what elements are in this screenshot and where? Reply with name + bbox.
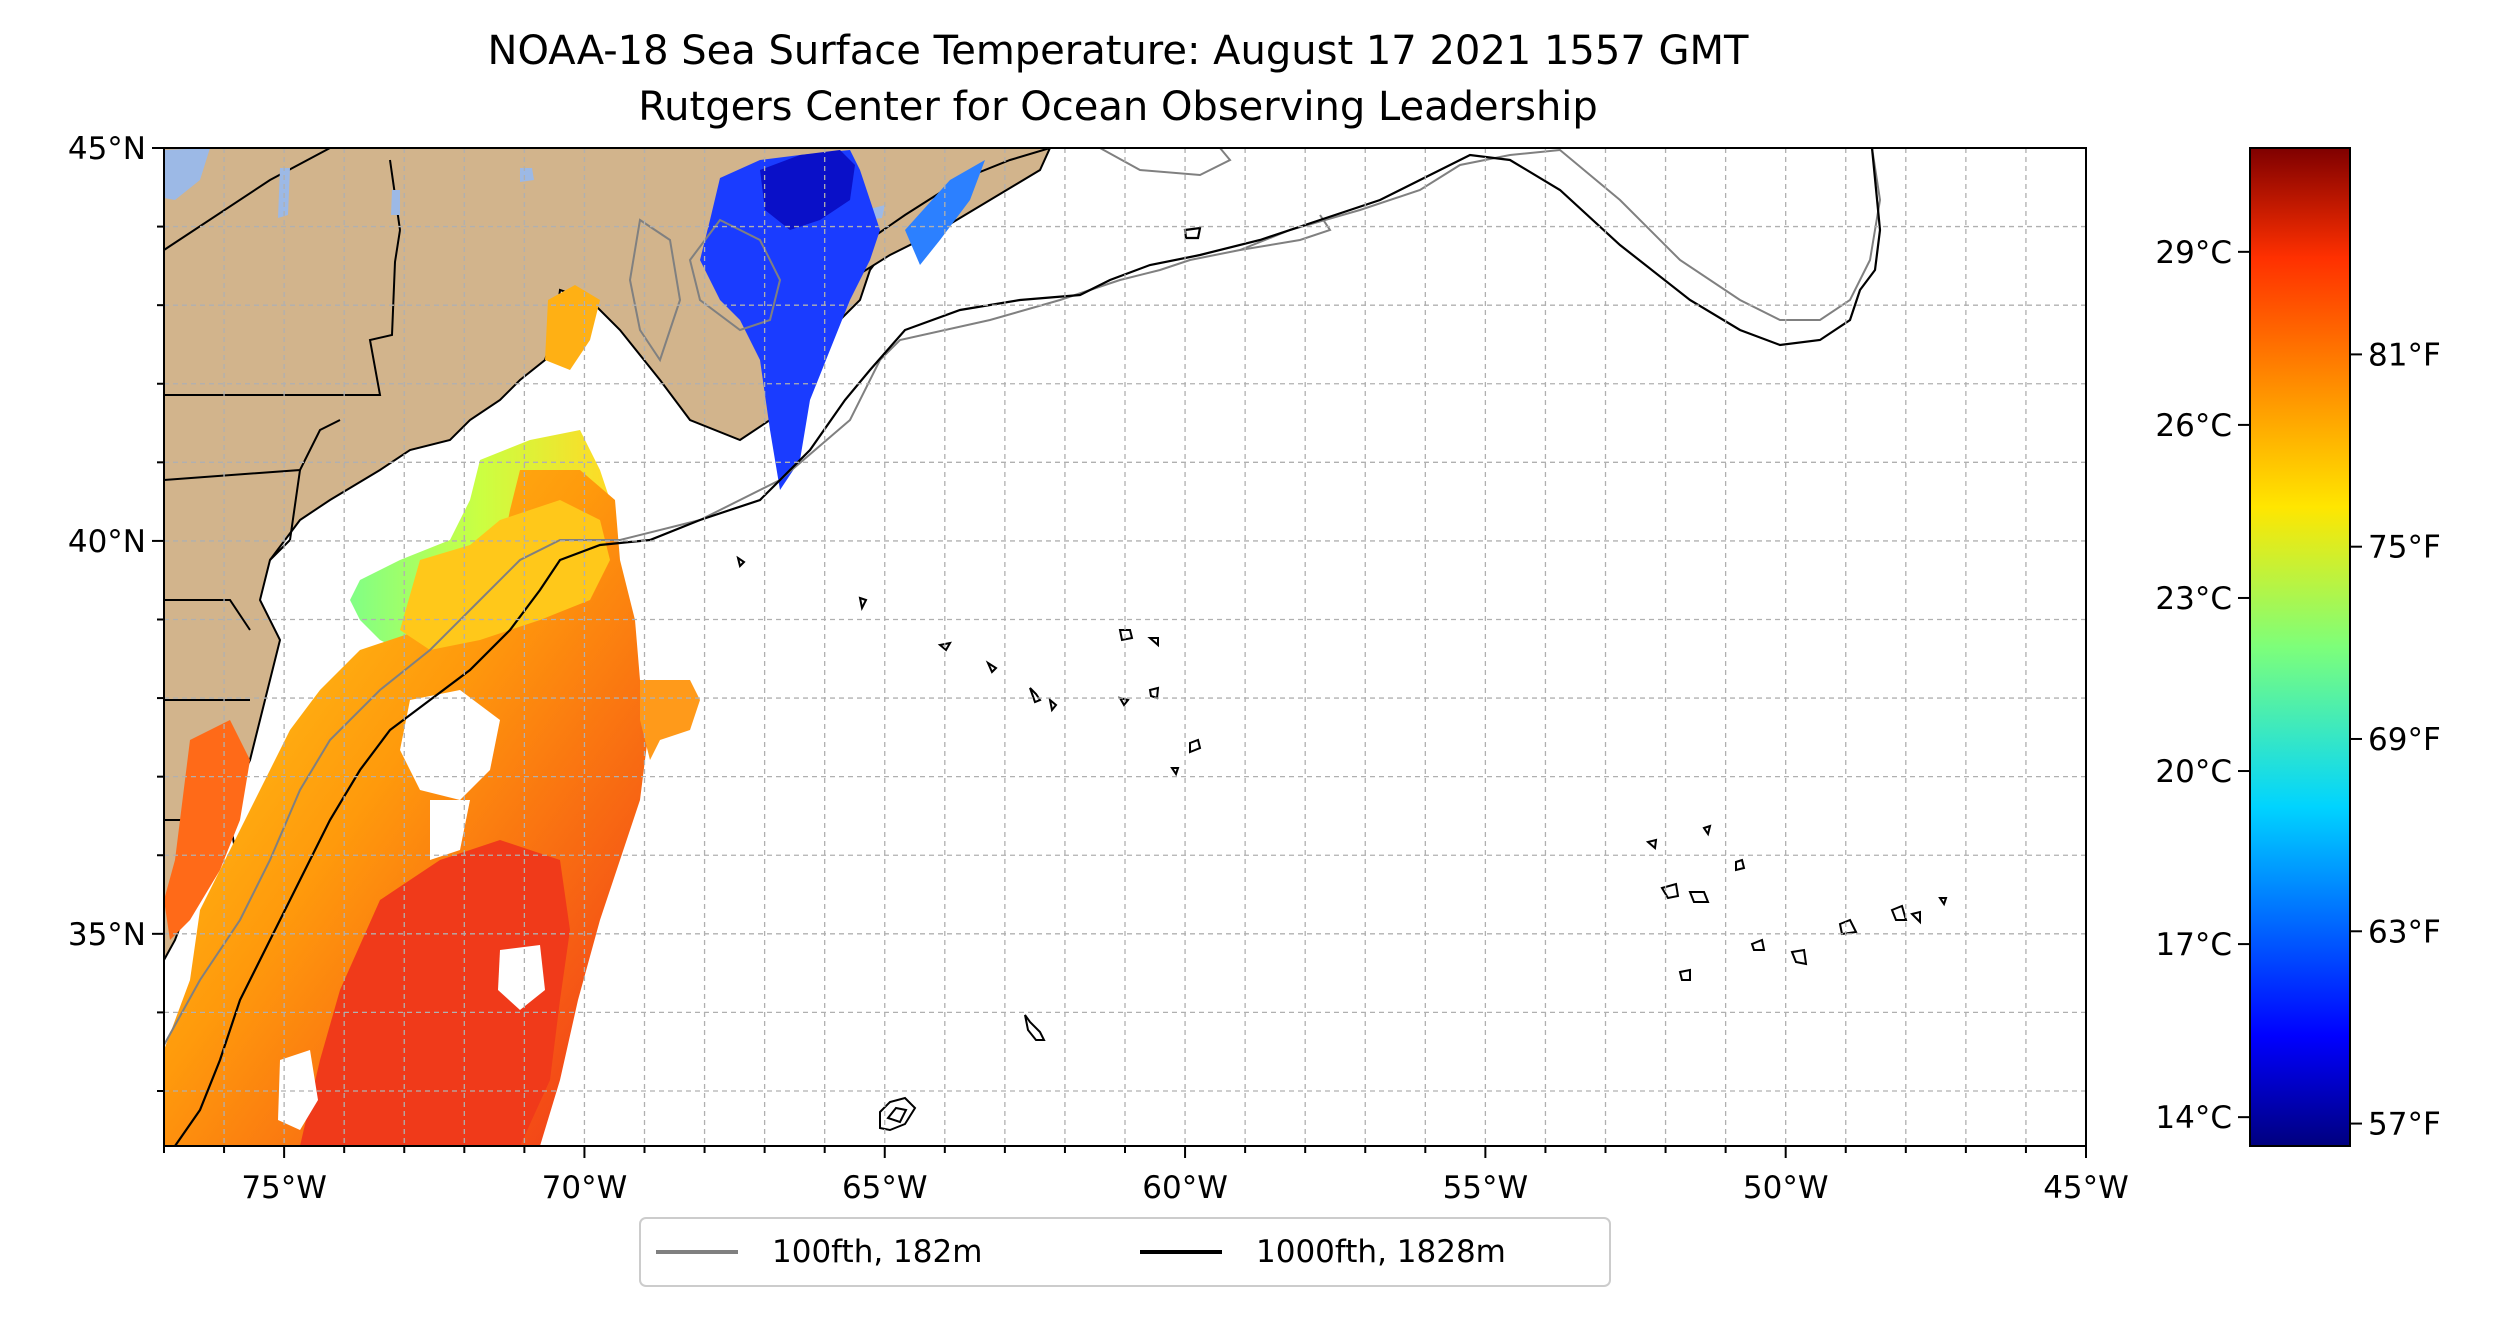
- sst-cloud-gap-4: [430, 800, 470, 860]
- legend-label-1000fth: 1000fth, 1828m: [1256, 1234, 1506, 1270]
- lon-tick-label: 60°W: [1142, 1170, 1228, 1206]
- sst-cape-cod-coast: [545, 285, 600, 370]
- chart-subtitle: Rutgers Center for Ocean Observing Leade…: [638, 84, 1598, 130]
- sst-data-layer: [164, 150, 985, 1146]
- fahrenheit-tick-label: 57°F: [2368, 1107, 2441, 1143]
- celsius-tick-label: 17°C: [2155, 927, 2232, 963]
- lon-tick-label: 45°W: [2043, 1170, 2129, 1206]
- celsius-tick-label: 23°C: [2155, 581, 2232, 617]
- seamounts: [736, 555, 1948, 1132]
- fahrenheit-tick-label: 63°F: [2368, 914, 2441, 950]
- colorbar-fahrenheit-axis: 81°F 75°F 69°F 63°F 57°F: [2350, 337, 2441, 1143]
- map-area: [164, 148, 2086, 1146]
- lon-tick-label: 65°W: [842, 1170, 928, 1206]
- sst-hot-core: [300, 840, 570, 1146]
- sst-cloud-gap-3: [498, 945, 545, 1010]
- fahrenheit-tick-label: 81°F: [2368, 337, 2441, 373]
- longitude-axis: 75°W 70°W 65°W 60°W 55°W 50°W 45°W: [163, 1146, 2129, 1206]
- lat-tick-label: 35°N: [68, 917, 146, 953]
- colorbar-gradient: [2249, 147, 2351, 1147]
- fahrenheit-tick-label: 75°F: [2368, 530, 2441, 566]
- sst-cloud-gap-2: [278, 1050, 318, 1130]
- latitude-axis: 45°N 40°N 35°N: [68, 131, 164, 1092]
- lon-tick-label: 70°W: [542, 1170, 628, 1206]
- legend-label-100fth: 100fth, 182m: [772, 1234, 982, 1270]
- sst-virginia-coast: [164, 720, 250, 940]
- celsius-tick-label: 14°C: [2155, 1100, 2232, 1136]
- celsius-tick-label: 26°C: [2155, 408, 2232, 444]
- isobath-1000fth: [174, 148, 1882, 1146]
- lon-tick-label: 75°W: [241, 1170, 327, 1206]
- sst-cloud-gap-1: [400, 690, 500, 800]
- lon-tick-label: 50°W: [1743, 1170, 1829, 1206]
- colorbar-celsius-axis: 29°C 26°C 23°C 20°C 17°C 14°C: [2155, 235, 2250, 1136]
- legend: 100fth, 182m 1000fth, 1828m: [639, 1217, 1611, 1287]
- sst-gulf-of-maine: [700, 150, 880, 490]
- fahrenheit-tick-label: 69°F: [2368, 722, 2441, 758]
- colorbar: 29°C 26°C 23°C 20°C 17°C 14°C 81°F 75°F 69°F 63°…: [2155, 147, 2441, 1147]
- lon-tick-label: 55°W: [1443, 1170, 1529, 1206]
- lat-tick-label: 40°N: [68, 524, 146, 560]
- sst-bay-of-fundy: [760, 150, 855, 230]
- celsius-tick-label: 29°C: [2155, 235, 2232, 271]
- sst-east-fringe: [640, 680, 700, 760]
- graticule: [164, 148, 2086, 1146]
- chart-title: NOAA-18 Sea Surface Temperature: August …: [488, 28, 1749, 74]
- legend-box: [639, 1217, 1611, 1287]
- celsius-tick-label: 20°C: [2155, 754, 2232, 790]
- lat-tick-label: 45°N: [68, 131, 146, 167]
